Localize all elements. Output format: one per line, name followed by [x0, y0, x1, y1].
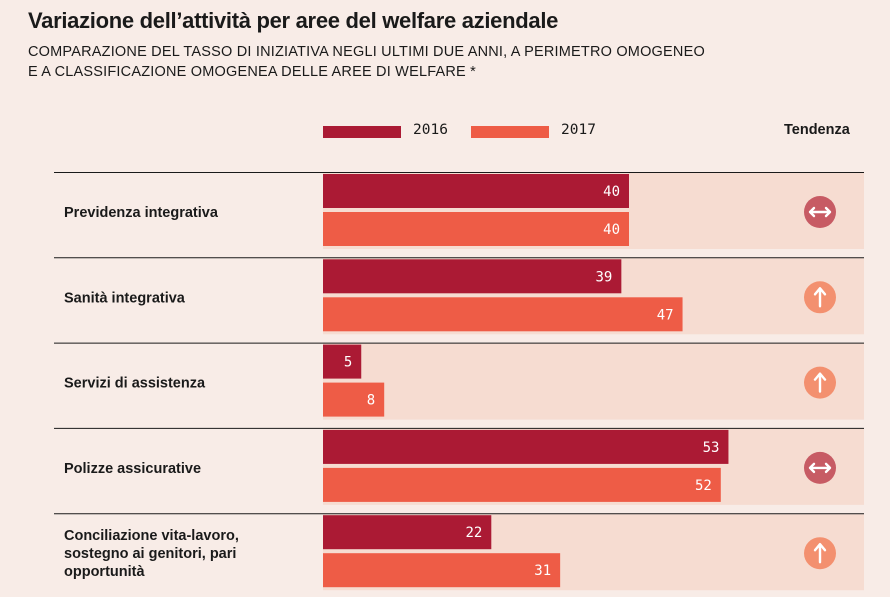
- data-label-2017: 40: [603, 222, 620, 238]
- category-label: Conciliazione vita-lavoro, sostegno ai ge…: [64, 528, 239, 580]
- data-label-2017: 47: [657, 307, 674, 323]
- bar-2016: [323, 429, 729, 464]
- bar-2017: [323, 212, 629, 246]
- data-label-2017: 31: [534, 563, 551, 579]
- double-arrow-icon: [804, 451, 836, 484]
- up-arrow-icon: [804, 281, 836, 314]
- bar-2016: [323, 174, 629, 208]
- legend-swatch-2017: [471, 126, 549, 138]
- legend-label-2017: 2017: [561, 122, 596, 138]
- legend-swatch-2016: [323, 126, 401, 138]
- subtitle-line-1: COMPARAZIONE DEL TASSO DI INIZIATIVA NEG…: [28, 44, 705, 60]
- bar-2017: [323, 382, 385, 417]
- chart-title: Variazione dell’attività per aree del we…: [28, 8, 559, 33]
- category-label: Previdenza integrativa: [64, 205, 219, 221]
- category-label: Sanità integrativa: [64, 290, 186, 306]
- data-label-2017: 8: [367, 393, 375, 409]
- bar-2016: [323, 259, 622, 294]
- category-label: Servizi di assistenza: [64, 376, 206, 392]
- chart-subtitle: COMPARAZIONE DEL TASSO DI INIZIATIVA NEG…: [28, 42, 828, 82]
- bar-2016: [323, 515, 492, 550]
- data-label-2016: 39: [595, 269, 612, 285]
- category-label: Polizze assicurative: [64, 461, 201, 477]
- data-label-2016: 53: [703, 440, 720, 456]
- trend-header: Tendenza: [784, 122, 850, 138]
- data-label-2016: 22: [465, 525, 482, 541]
- bar-2017: [323, 467, 721, 502]
- bar-2017: [323, 297, 683, 332]
- double-arrow-icon: [804, 196, 836, 228]
- up-arrow-icon: [804, 366, 836, 399]
- data-label-2016: 40: [603, 184, 620, 200]
- subtitle-line-2: E A CLASSIFICAZIONE OMOGENEA DELLE AREE …: [28, 64, 476, 80]
- data-label-2017: 52: [695, 478, 712, 494]
- up-arrow-icon: [804, 537, 836, 570]
- bar-2016: [323, 344, 362, 379]
- row-band: [323, 343, 864, 420]
- bar-2017: [323, 553, 561, 588]
- legend-label-2016: 2016: [413, 122, 448, 138]
- data-label-2016: 5: [344, 355, 352, 371]
